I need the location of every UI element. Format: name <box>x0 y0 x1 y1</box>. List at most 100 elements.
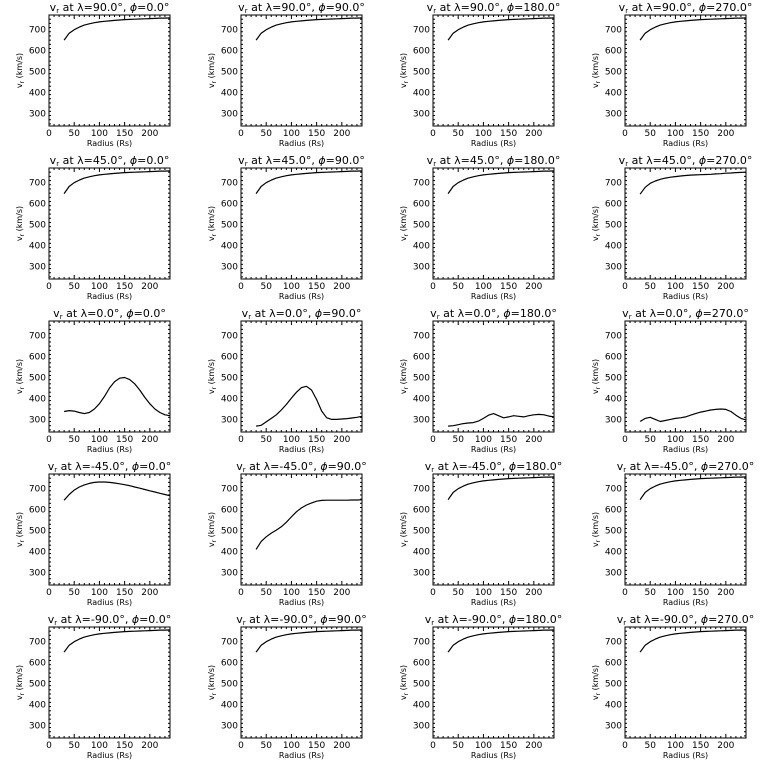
x-axis-label: Radius (Rs) <box>279 598 324 607</box>
plot-title: vr at λ=0.0°, ϕ=180.0° <box>430 307 557 321</box>
series-line <box>639 629 747 653</box>
y-axis-label: vr (km/s) <box>591 512 602 547</box>
y-tick-label: 700 <box>221 179 238 189</box>
series-line <box>63 481 171 501</box>
y-tick-label: 600 <box>605 659 622 669</box>
y-tick-label: 600 <box>413 659 430 669</box>
x-tick-label: 100 <box>475 129 492 139</box>
y-tick-label: 300 <box>413 109 430 119</box>
x-tick-label: 150 <box>692 588 709 598</box>
series-line <box>255 499 363 550</box>
y-tick-label: 600 <box>29 353 46 363</box>
y-tick-label: 300 <box>605 262 622 272</box>
x-tick-label: 200 <box>141 588 158 598</box>
subplot: vr at λ=-90.0°, ϕ=270.0° 0 50 100 150 200 300 4… <box>591 613 754 760</box>
plot-title: vr at λ=90.0°, ϕ=180.0° <box>427 1 561 15</box>
series-line <box>639 17 747 41</box>
x-tick-label: 0 <box>430 588 436 598</box>
y-tick-label: 400 <box>413 700 430 710</box>
y-tick-label: 400 <box>605 547 622 557</box>
y-axis-label: vr (km/s) <box>399 359 410 394</box>
subplot: vr at λ=0.0°, ϕ=0.0° 0 50 100 150 200 300 400 50… <box>15 307 171 454</box>
y-tick-label: 400 <box>29 88 46 98</box>
x-tick-label: 50 <box>68 129 80 139</box>
y-tick-label: 300 <box>413 415 430 425</box>
y-tick-label: 300 <box>221 262 238 272</box>
plot-title: vr at λ=-90.0°, ϕ=90.0° <box>236 613 367 627</box>
x-tick-label: 0 <box>238 588 244 598</box>
subplot: vr at λ=90.0°, ϕ=270.0° 0 50 100 150 200 300 40… <box>591 1 752 148</box>
y-tick-label: 400 <box>413 241 430 251</box>
y-tick-label: 600 <box>221 353 238 363</box>
x-tick-label: 100 <box>91 435 108 445</box>
x-tick-label: 0 <box>430 282 436 292</box>
y-tick-label: 700 <box>413 638 430 648</box>
y-tick-label: 400 <box>221 394 238 404</box>
x-axis-label: Radius (Rs) <box>663 292 708 301</box>
y-tick-label: 700 <box>221 26 238 36</box>
y-tick-label: 500 <box>413 68 430 78</box>
plot-frame <box>624 14 747 127</box>
series-line <box>256 385 363 427</box>
x-tick-label: 0 <box>238 435 244 445</box>
x-axis-label: Radius (Rs) <box>279 751 324 760</box>
x-tick-label: 200 <box>525 282 542 292</box>
x-axis-label: Radius (Rs) <box>87 445 132 454</box>
plot-title: vr at λ=-45.0°, ϕ=0.0° <box>48 460 172 474</box>
subplot: vr at λ=90.0°, ϕ=90.0° 0 50 100 150 200 300 400… <box>207 1 365 148</box>
subplot: vr at λ=-45.0°, ϕ=0.0° 0 50 100 150 200 300 400… <box>15 460 171 607</box>
subplot: vr at λ=0.0°, ϕ=90.0° 0 50 100 150 200 300 400 5… <box>207 307 363 454</box>
x-tick-label: 150 <box>116 435 133 445</box>
x-tick-label: 100 <box>475 435 492 445</box>
x-tick-label: 200 <box>333 435 350 445</box>
plot-title: vr at λ=90.0°, ϕ=270.0° <box>619 1 753 15</box>
x-tick-label: 50 <box>260 741 272 751</box>
x-tick-label: 50 <box>260 588 272 598</box>
x-axis-label: Radius (Rs) <box>663 598 708 607</box>
subplot: vr at λ=-90.0°, ϕ=180.0° 0 50 100 150 200 300 4… <box>399 613 562 760</box>
y-axis-label: vr (km/s) <box>15 53 26 88</box>
x-axis-label: Radius (Rs) <box>279 445 324 454</box>
x-tick-label: 200 <box>333 588 350 598</box>
x-tick-label: 0 <box>622 741 628 751</box>
plot-title: vr at λ=45.0°, ϕ=270.0° <box>619 154 753 168</box>
x-axis-label: Radius (Rs) <box>87 292 132 301</box>
subplot: vr at λ=0.0°, ϕ=270.0° 0 50 100 150 200 300 400… <box>591 307 749 454</box>
y-tick-label: 500 <box>413 527 430 537</box>
series-line <box>639 408 747 423</box>
plot-title: vr at λ=-90.0°, ϕ=180.0° <box>425 613 563 627</box>
plot-frame <box>48 14 171 127</box>
y-tick-label: 700 <box>413 179 430 189</box>
y-tick-label: 600 <box>221 47 238 57</box>
x-tick-label: 0 <box>430 741 436 751</box>
plot-frame <box>624 320 747 433</box>
x-tick-label: 200 <box>525 741 542 751</box>
x-tick-label: 150 <box>500 129 517 139</box>
y-tick-label: 600 <box>413 506 430 516</box>
x-tick-label: 200 <box>525 129 542 139</box>
plot-frame <box>432 320 555 433</box>
plot-frame <box>624 473 747 586</box>
x-tick-label: 200 <box>717 435 734 445</box>
y-tick-label: 600 <box>605 200 622 210</box>
x-tick-label: 0 <box>622 129 628 139</box>
y-tick-label: 600 <box>29 200 46 210</box>
plot-frame <box>432 14 555 127</box>
x-tick-label: 50 <box>68 588 80 598</box>
y-tick-label: 500 <box>29 374 46 384</box>
x-tick-label: 100 <box>91 588 108 598</box>
subplot: vr at λ=0.0°, ϕ=180.0° 0 50 100 150 200 300 400… <box>399 307 557 454</box>
series-line <box>63 376 171 417</box>
x-tick-label: 50 <box>644 741 656 751</box>
plot-frame <box>432 167 555 280</box>
y-tick-label: 500 <box>29 221 46 231</box>
x-tick-label: 50 <box>644 435 656 445</box>
y-tick-label: 400 <box>605 700 622 710</box>
plot-title: vr at λ=45.0°, ϕ=90.0° <box>238 154 365 168</box>
y-tick-label: 500 <box>605 68 622 78</box>
x-tick-label: 0 <box>46 129 52 139</box>
plot-title: vr at λ=-45.0°, ϕ=90.0° <box>236 460 367 474</box>
y-tick-label: 300 <box>413 721 430 731</box>
y-tick-label: 700 <box>221 332 238 342</box>
x-tick-label: 100 <box>91 741 108 751</box>
